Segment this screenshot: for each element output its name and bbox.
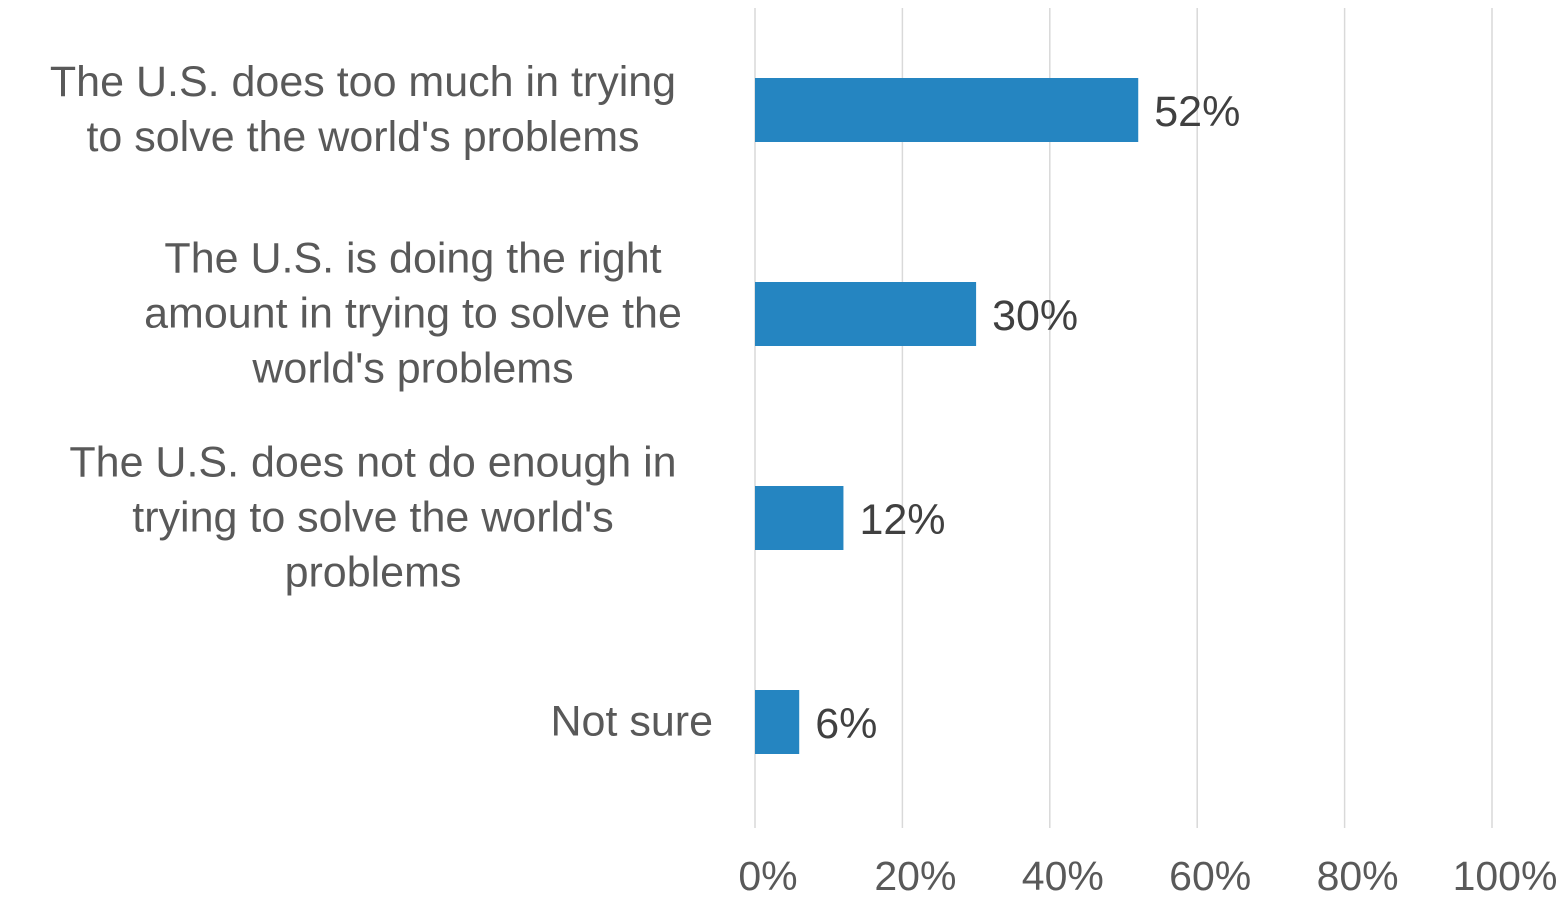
- x-tick-label: 100%: [1453, 853, 1558, 894]
- x-tick-label: 80%: [1317, 853, 1399, 894]
- value-label: 52%: [1154, 88, 1240, 136]
- value-label: 6%: [815, 700, 877, 748]
- bar-1: [755, 282, 977, 346]
- x-tick-label: 20%: [874, 853, 956, 894]
- x-tick-label: 60%: [1169, 853, 1251, 894]
- category-label: The U.S. does too much in trying to solv…: [49, 58, 677, 161]
- value-label: 12%: [859, 496, 945, 544]
- x-tick-label: 40%: [1022, 853, 1104, 894]
- bar-2: [755, 486, 844, 550]
- bar-3: [755, 690, 800, 754]
- category-label: The U.S. does not do enough in trying to…: [69, 438, 677, 597]
- category-label: Not sure: [550, 697, 713, 746]
- bar-0: [755, 78, 1139, 142]
- x-tick-label: 0%: [738, 853, 797, 894]
- value-label: 30%: [992, 292, 1078, 340]
- category-label: The U.S. is doing the right amount in tr…: [144, 234, 682, 393]
